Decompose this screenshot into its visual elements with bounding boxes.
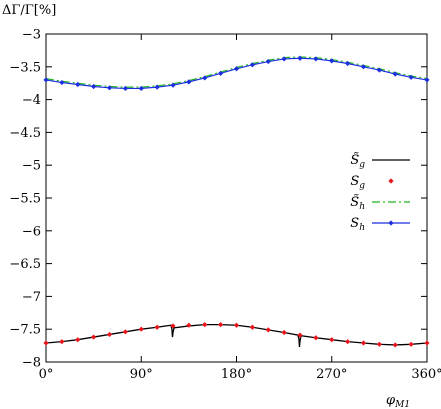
data-point — [424, 340, 430, 346]
y-axis-label: ΔΓ/Γ[%] — [2, 3, 56, 18]
data-point — [281, 56, 287, 62]
data-point — [122, 85, 128, 92]
series-s-tilde-g — [45, 323, 428, 347]
legend-label-main: S — [350, 174, 359, 189]
y-tick-label: −4 — [22, 93, 41, 108]
legend-marker — [388, 220, 394, 226]
data-point — [91, 83, 97, 90]
series-line — [45, 57, 428, 90]
x-tick-label: 360° — [411, 367, 441, 382]
data-point — [329, 337, 335, 343]
data-point — [91, 334, 97, 340]
data-point — [345, 339, 351, 345]
data-point — [59, 339, 65, 345]
y-tick-label: −5 — [22, 159, 41, 174]
data-point — [233, 66, 240, 72]
data-point — [75, 337, 81, 343]
legend-marker — [388, 178, 394, 184]
y-tick-label: −6 — [22, 224, 41, 239]
x-tick-label: 0° — [39, 367, 54, 382]
series-s-tilde-h — [45, 56, 428, 88]
series-layer — [43, 55, 430, 348]
data-point — [360, 64, 367, 70]
legend-label-sub: h — [359, 223, 365, 233]
y-tick-label: −4.5 — [9, 126, 41, 141]
y-tick-label: −7.5 — [9, 323, 41, 338]
y-tick-label: −7 — [22, 290, 41, 305]
data-point — [376, 67, 382, 73]
legend-label-sub: h — [359, 202, 365, 212]
data-point — [186, 79, 192, 85]
data-point — [408, 74, 414, 80]
data-point — [186, 322, 192, 328]
y-tick-label: −8 — [22, 356, 41, 371]
data-point — [313, 335, 319, 341]
data-point — [265, 58, 271, 65]
data-point — [154, 84, 160, 90]
data-point — [424, 77, 430, 83]
data-point — [75, 81, 81, 88]
x-axis-label: φM1 — [386, 393, 410, 409]
legend-label-main: S̃ — [350, 152, 359, 168]
data-point — [249, 324, 255, 330]
data-point — [329, 58, 335, 64]
data-point — [43, 340, 49, 346]
x-axis-label-main: φ — [386, 393, 396, 408]
data-point — [202, 75, 208, 81]
data-point — [345, 60, 351, 67]
data-point — [249, 62, 255, 68]
legend-label-main: S̃ — [350, 194, 359, 210]
legend-label: S̃g — [350, 152, 365, 170]
data-point — [360, 340, 367, 346]
plot-frame — [45, 33, 428, 363]
y-tick-label: −3 — [22, 28, 41, 43]
series-line — [45, 323, 428, 347]
data-point — [297, 332, 303, 338]
data-point — [138, 326, 144, 332]
legend-label: Sg — [350, 174, 365, 191]
data-point — [392, 71, 398, 77]
data-point — [122, 329, 128, 335]
data-point — [43, 77, 49, 83]
data-point — [297, 55, 303, 61]
data-point — [313, 56, 319, 62]
series-s-g — [43, 322, 430, 348]
x-axis-label-sub: M1 — [394, 400, 410, 409]
data-point — [170, 82, 176, 88]
axis-ticks: −3 −3.5 −4 −4.5 −5 −5.5 −6 −6.5 −7 −7.5 −80° 90° 180… — [9, 28, 441, 383]
legend-label: S̃h — [350, 194, 365, 212]
data-point — [170, 323, 176, 329]
data-point — [154, 324, 160, 330]
series-line — [45, 56, 428, 88]
x-tick-label: 270° — [316, 367, 347, 382]
legend-label-sub: g — [359, 160, 365, 170]
legend-label: Sh — [350, 216, 365, 233]
data-point — [233, 322, 240, 328]
series-s-h — [43, 55, 430, 92]
data-point — [202, 322, 208, 328]
data-point — [218, 322, 224, 328]
data-point — [138, 85, 144, 92]
x-tick-label: 180° — [221, 367, 252, 382]
y-tick-label: −3.5 — [9, 60, 41, 75]
data-point — [265, 327, 271, 333]
legend-label-main: S — [350, 216, 359, 231]
legend-label-sub: g — [359, 181, 365, 191]
data-point — [281, 329, 287, 336]
data-point — [59, 79, 65, 86]
x-tick-label: 90° — [130, 367, 153, 382]
data-point — [218, 70, 224, 76]
data-point — [408, 341, 414, 347]
y-tick-label: −5.5 — [9, 192, 41, 207]
y-tick-label: −6.5 — [9, 257, 41, 272]
data-point — [106, 85, 113, 91]
data-point — [376, 341, 382, 347]
data-point — [106, 331, 113, 338]
data-point — [392, 342, 398, 348]
